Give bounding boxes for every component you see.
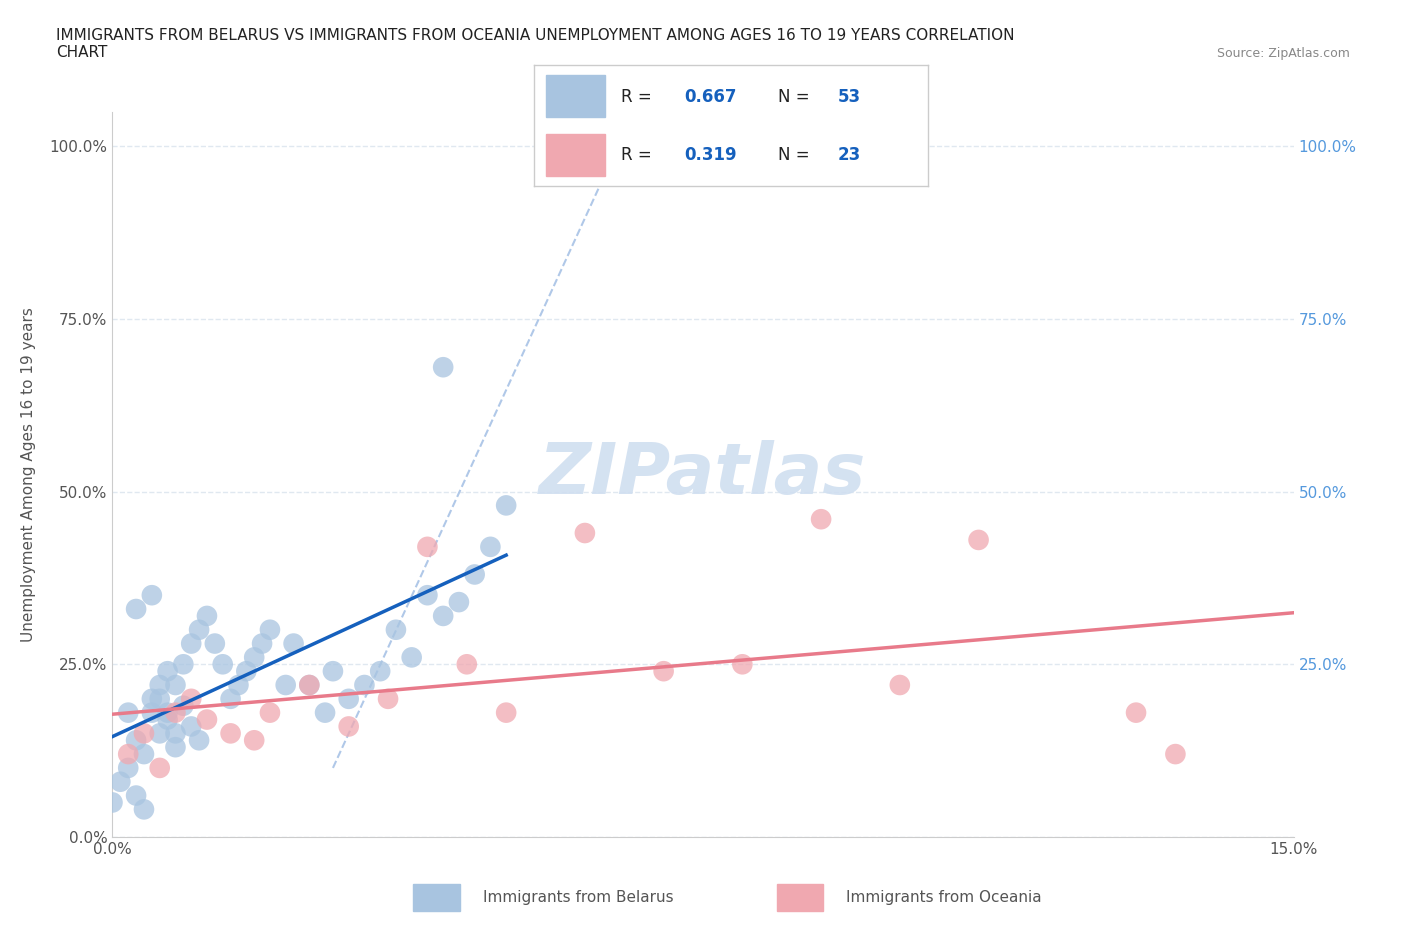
Point xyxy=(456,657,478,671)
Point xyxy=(377,691,399,706)
Point xyxy=(101,795,124,810)
Point xyxy=(172,698,194,713)
Point xyxy=(259,705,281,720)
Point xyxy=(314,705,336,720)
Text: 23: 23 xyxy=(838,146,860,164)
Point xyxy=(889,678,911,693)
Point xyxy=(149,691,172,706)
Point xyxy=(243,733,266,748)
Point xyxy=(432,608,454,623)
Point xyxy=(368,664,391,679)
Point xyxy=(322,664,344,679)
Point xyxy=(141,705,163,720)
Text: N =: N = xyxy=(779,146,815,164)
Text: 53: 53 xyxy=(838,87,860,105)
Point xyxy=(464,567,486,582)
Point xyxy=(188,622,211,637)
Point xyxy=(180,636,202,651)
Point xyxy=(125,602,148,617)
Point xyxy=(353,678,375,693)
Bar xyxy=(413,884,460,911)
Text: Source: ZipAtlas.com: Source: ZipAtlas.com xyxy=(1216,46,1350,60)
Point xyxy=(141,691,163,706)
Point xyxy=(117,747,139,762)
Point xyxy=(337,719,360,734)
Point xyxy=(165,726,187,741)
Text: ZIPatlas: ZIPatlas xyxy=(540,440,866,509)
Point xyxy=(149,761,172,776)
Y-axis label: Unemployment Among Ages 16 to 19 years: Unemployment Among Ages 16 to 19 years xyxy=(21,307,35,642)
Point xyxy=(250,636,273,651)
Point xyxy=(1164,747,1187,762)
Text: IMMIGRANTS FROM BELARUS VS IMMIGRANTS FROM OCEANIA UNEMPLOYMENT AMONG AGES 16 TO: IMMIGRANTS FROM BELARUS VS IMMIGRANTS FR… xyxy=(56,28,1015,60)
Point xyxy=(125,733,148,748)
Point xyxy=(401,650,423,665)
Point xyxy=(195,712,218,727)
Point xyxy=(1125,705,1147,720)
Bar xyxy=(546,134,605,177)
Point xyxy=(117,761,139,776)
Text: Immigrants from Oceania: Immigrants from Oceania xyxy=(846,890,1042,905)
Point xyxy=(416,539,439,554)
Point xyxy=(132,802,155,817)
Point xyxy=(180,691,202,706)
Text: 0.319: 0.319 xyxy=(683,146,737,164)
Point xyxy=(495,705,517,720)
Point xyxy=(447,594,470,609)
Point xyxy=(274,678,297,693)
Point xyxy=(731,657,754,671)
Point xyxy=(156,705,179,720)
Point xyxy=(180,719,202,734)
Point xyxy=(298,678,321,693)
Point xyxy=(110,775,132,790)
Text: 0.667: 0.667 xyxy=(683,87,737,105)
Point xyxy=(259,622,281,637)
Point xyxy=(337,691,360,706)
Point xyxy=(172,657,194,671)
Point xyxy=(149,678,172,693)
Text: R =: R = xyxy=(621,146,657,164)
Point xyxy=(810,512,832,526)
Point xyxy=(156,664,179,679)
Point xyxy=(574,525,596,540)
Point xyxy=(165,705,187,720)
Point xyxy=(165,678,187,693)
Point xyxy=(432,360,454,375)
Point xyxy=(141,588,163,603)
Point xyxy=(165,739,187,754)
Point xyxy=(967,533,990,548)
Point xyxy=(156,712,179,727)
Point xyxy=(219,726,242,741)
Point xyxy=(125,788,148,803)
Bar xyxy=(546,74,605,117)
Point xyxy=(204,636,226,651)
Point xyxy=(479,539,502,554)
Point xyxy=(416,588,439,603)
Point xyxy=(652,664,675,679)
Point xyxy=(149,726,172,741)
Bar xyxy=(778,884,824,911)
Point xyxy=(132,726,155,741)
Point xyxy=(385,622,408,637)
Text: Immigrants from Belarus: Immigrants from Belarus xyxy=(484,890,673,905)
Point xyxy=(235,664,257,679)
Text: R =: R = xyxy=(621,87,657,105)
Point xyxy=(188,733,211,748)
Point xyxy=(132,747,155,762)
Point xyxy=(298,678,321,693)
Point xyxy=(195,608,218,623)
Point xyxy=(283,636,305,651)
Point xyxy=(495,498,517,512)
Point xyxy=(219,691,242,706)
Point xyxy=(117,705,139,720)
Point xyxy=(211,657,233,671)
Point xyxy=(228,678,250,693)
Text: N =: N = xyxy=(779,87,815,105)
Point xyxy=(243,650,266,665)
